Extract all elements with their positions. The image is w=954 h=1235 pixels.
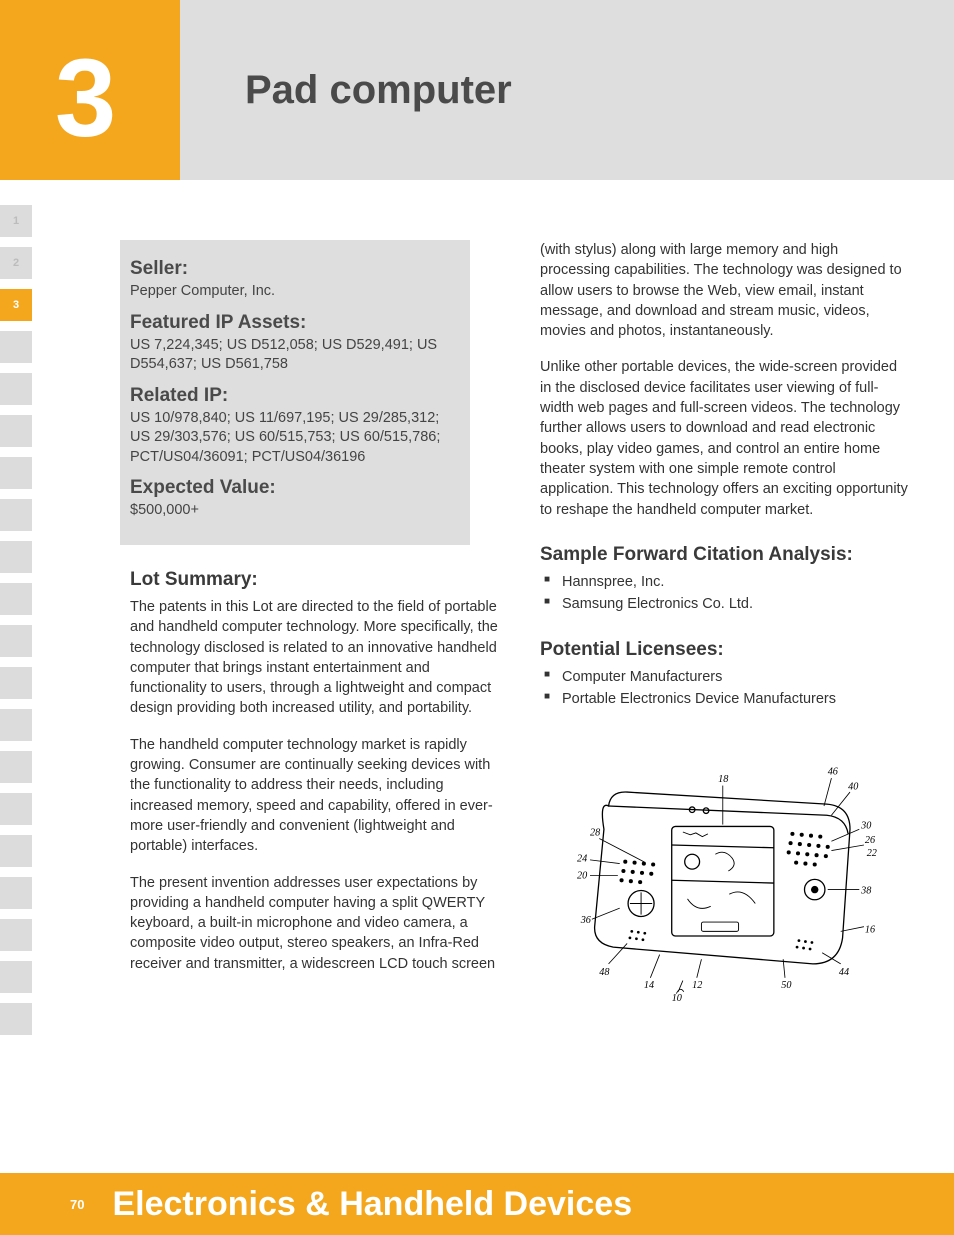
seller-heading: Seller: [130, 258, 450, 280]
continuation-paragraphs: (with stylus) along with large memory an… [540, 240, 910, 520]
side-tab-blank [0, 583, 32, 615]
continuation-para: Unlike other portable devices, the wide-… [540, 357, 910, 519]
seller-body: Pepper Computer, Inc. [130, 282, 450, 302]
header-region: 3 Pad computer [0, 0, 954, 180]
licensees-list: Computer ManufacturersPortable Electroni… [540, 667, 910, 711]
footer-bar: 70 Electronics & Handheld Devices [0, 1173, 954, 1235]
svg-text:22: 22 [867, 848, 877, 859]
side-tab-blank [0, 667, 32, 699]
svg-text:46: 46 [828, 766, 839, 777]
side-tab-blank [0, 919, 32, 951]
svg-text:12: 12 [692, 980, 702, 991]
citation-item: Hannspree, Inc. [562, 572, 910, 594]
svg-text:28: 28 [590, 828, 600, 839]
licensee-item: Portable Electronics Device Manufacturer… [562, 689, 910, 711]
featured-heading: Featured IP Assets: [130, 312, 450, 334]
svg-text:14: 14 [644, 980, 654, 991]
featured-body: US 7,224,345; US D512,058; US D529,491; … [130, 336, 450, 375]
lot-summary-para: The present invention addresses user exp… [130, 873, 500, 974]
continuation-para: (with stylus) along with large memory an… [540, 240, 910, 341]
expected-body: $500,000+ [130, 501, 450, 521]
svg-text:26: 26 [865, 835, 876, 846]
citation-list: Hannspree, Inc.Samsung Electronics Co. L… [540, 572, 910, 616]
side-tab-blank [0, 877, 32, 909]
side-tab-1[interactable]: 1 [0, 205, 32, 237]
svg-text:16: 16 [865, 924, 876, 935]
side-tab-blank [0, 415, 32, 447]
expected-heading: Expected Value: [130, 477, 450, 499]
svg-text:18: 18 [718, 774, 728, 785]
side-tab-blank [0, 373, 32, 405]
page-number: 70 [70, 1197, 84, 1212]
related-heading: Related IP: [130, 385, 450, 407]
side-tab-3[interactable]: 3 [0, 289, 32, 321]
svg-text:50: 50 [781, 980, 791, 991]
citation-item: Samsung Electronics Co. Ltd. [562, 594, 910, 616]
lot-summary-heading: Lot Summary: [130, 569, 500, 591]
svg-text:36: 36 [580, 915, 592, 926]
page-title: Pad computer [245, 68, 512, 113]
side-tab-blank [0, 961, 32, 993]
chapter-number: 3 [55, 35, 116, 162]
side-tab-blank [0, 1003, 32, 1035]
svg-text:20: 20 [577, 870, 587, 881]
svg-text:38: 38 [860, 885, 871, 896]
side-tab-blank [0, 835, 32, 867]
side-tab-blank [0, 751, 32, 783]
lot-summary-para: The patents in this Lot are directed to … [130, 597, 500, 719]
left-column: Seller: Pepper Computer, Inc. Featured I… [130, 240, 500, 1011]
svg-text:40: 40 [848, 781, 858, 792]
side-tab-blank [0, 457, 32, 489]
patent-drawing-svg: 18 46 40 30 26 22 38 16 44 50 12 14 48 3… [540, 741, 900, 1001]
citation-heading: Sample Forward Citation Analysis: [540, 544, 910, 566]
lot-summary-para: The handheld computer technology market … [130, 735, 500, 857]
side-tab-blank [0, 793, 32, 825]
side-tab-blank [0, 709, 32, 741]
side-tab-blank [0, 625, 32, 657]
svg-text:10: 10 [672, 993, 682, 1001]
patent-figure: 18 46 40 30 26 22 38 16 44 50 12 14 48 3… [540, 731, 900, 1011]
side-tab-strip: 1 2 3 [0, 205, 32, 1045]
side-tab-blank [0, 499, 32, 531]
info-box: Seller: Pepper Computer, Inc. Featured I… [120, 240, 470, 545]
right-column: (with stylus) along with large memory an… [540, 240, 910, 1011]
licensee-item: Computer Manufacturers [562, 667, 910, 689]
related-body: US 10/978,840; US 11/697,195; US 29/285,… [130, 409, 450, 468]
footer-category: Electronics & Handheld Devices [112, 1185, 632, 1224]
svg-text:48: 48 [599, 967, 609, 978]
licensees-heading: Potential Licensees: [540, 639, 910, 661]
content-columns: Seller: Pepper Computer, Inc. Featured I… [130, 240, 930, 1011]
svg-text:30: 30 [860, 820, 871, 831]
side-tab-2[interactable]: 2 [0, 247, 32, 279]
side-tab-blank [0, 541, 32, 573]
side-tab-blank [0, 331, 32, 363]
lot-summary-paragraphs: The patents in this Lot are directed to … [130, 597, 500, 974]
svg-text:24: 24 [577, 854, 587, 865]
svg-text:44: 44 [839, 967, 849, 978]
chapter-block: 3 [0, 0, 180, 180]
